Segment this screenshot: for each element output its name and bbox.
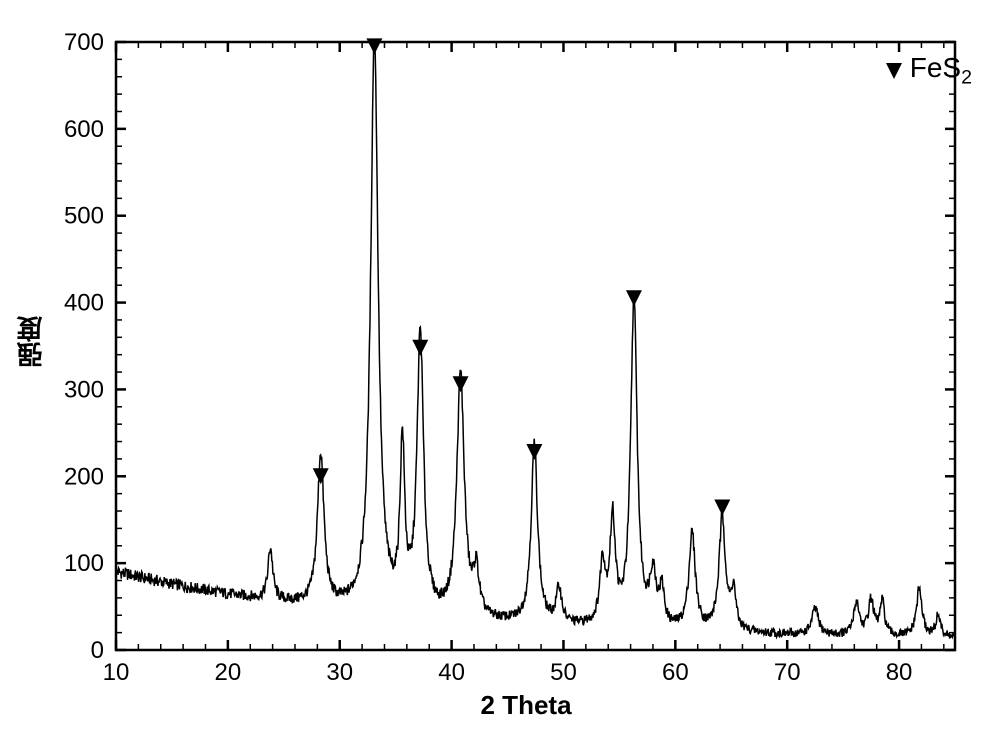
x-tick-label: 30 xyxy=(326,659,353,686)
x-tick-label: 40 xyxy=(438,659,465,686)
legend: FeS2 xyxy=(884,52,972,90)
x-tick-label: 60 xyxy=(662,659,689,686)
xrd-chart: 10 20 30 40 50 60 70 80 0 100 200 300 400 500 600 700 2… xyxy=(0,0,1000,746)
y-tick-label: 700 xyxy=(64,29,104,56)
y-tick-label: 300 xyxy=(64,376,104,403)
x-tick-label: 10 xyxy=(103,659,130,686)
x-tick-label: 50 xyxy=(550,659,577,686)
peak-marker-icon xyxy=(313,468,329,484)
xrd-data-line xyxy=(116,42,955,639)
chart-svg: 10 20 30 40 50 60 70 80 0 100 200 300 400 500 600 700 xyxy=(0,0,1000,746)
x-axis-label: 2 Theta xyxy=(481,690,572,721)
peak-marker-icon xyxy=(526,444,542,460)
y-tick-label: 200 xyxy=(64,463,104,490)
peak-marker-icon xyxy=(453,376,469,392)
peak-marker-icon xyxy=(412,340,428,356)
y-tick-label: 500 xyxy=(64,203,104,230)
y-axis-label: 强度 xyxy=(12,316,49,368)
legend-label: FeS2 xyxy=(910,52,972,90)
peak-marker-icon xyxy=(366,38,382,54)
x-tick-label: 80 xyxy=(886,659,913,686)
y-tick-label: 400 xyxy=(64,290,104,317)
peak-marker-icon xyxy=(714,500,730,516)
y-tick-label: 0 xyxy=(91,637,104,664)
legend-marker-icon xyxy=(884,61,904,81)
y-tick-label: 100 xyxy=(64,550,104,577)
y-tick-label: 600 xyxy=(64,116,104,143)
x-tick-label: 20 xyxy=(215,659,242,686)
x-tick-label: 70 xyxy=(774,659,801,686)
peak-marker-icon xyxy=(626,290,642,306)
